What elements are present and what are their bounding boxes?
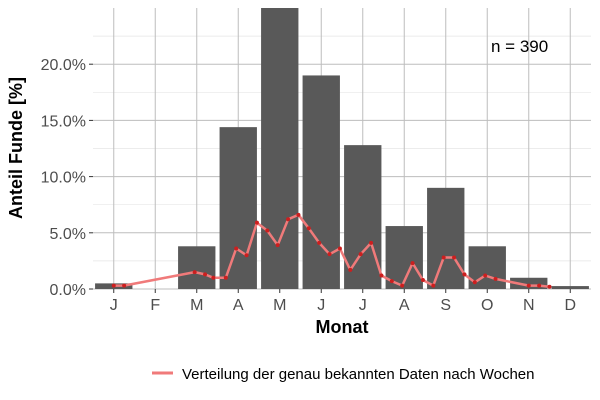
line-point-24 (420, 278, 425, 283)
line-point-4 (211, 275, 216, 280)
line-point-9 (265, 228, 270, 233)
line-point-2 (192, 270, 197, 275)
x-tick-label: N (523, 297, 535, 314)
line-point-23 (410, 261, 415, 266)
bar-11 (551, 286, 589, 289)
x-tick-label: A (233, 297, 244, 314)
legend: Verteilung der genau bekannten Daten nac… (152, 366, 535, 383)
x-tick-label: O (481, 297, 493, 314)
x-tick-label: M (190, 297, 203, 314)
line-point-10 (275, 243, 280, 248)
line-point-7 (244, 253, 249, 258)
x-tick-label: M (273, 297, 286, 314)
y-tick-label: 20.0% (41, 57, 86, 74)
line-point-14 (317, 240, 322, 245)
y-tick-label: 15.0% (41, 113, 86, 130)
x-axis-title: Monat (316, 317, 369, 337)
line-series (111, 212, 552, 289)
bar-5 (302, 75, 340, 289)
line-point-8 (254, 220, 259, 225)
bar-8 (427, 187, 465, 289)
line-point-6 (234, 246, 239, 251)
line-point-3 (203, 272, 208, 277)
bar-6 (344, 145, 382, 289)
y-tick-label: 5.0% (50, 226, 86, 243)
line-point-19 (369, 240, 374, 245)
bar-10 (510, 277, 548, 289)
line-point-0 (111, 283, 116, 288)
line-point-32 (526, 283, 531, 288)
y-tick-label: 10.0% (41, 170, 86, 187)
line-point-25 (431, 283, 436, 288)
line-point-20 (379, 273, 384, 278)
line-point-30 (483, 273, 488, 278)
line-point-27 (452, 255, 457, 260)
line-point-11 (286, 217, 291, 222)
annotation-n: n = 390 (491, 37, 548, 56)
x-tick-label: A (399, 297, 410, 314)
line-point-31 (493, 276, 498, 281)
line-point-33 (537, 283, 542, 288)
bar-4 (261, 8, 299, 289)
line-point-5 (223, 275, 228, 280)
line-point-34 (547, 284, 552, 289)
y-axis: 0.0% 5.0% 10.0% 15.0% 20.0% (41, 57, 93, 299)
line-point-28 (462, 272, 467, 277)
line-point-13 (306, 226, 311, 231)
bar-3 (219, 127, 257, 289)
line-point-22 (400, 283, 405, 288)
line-point-12 (296, 212, 301, 217)
y-tick-label: 0.0% (50, 282, 86, 299)
line-point-15 (327, 252, 332, 257)
line-point-21 (389, 279, 394, 284)
line-point-29 (472, 280, 477, 285)
x-tick-label: J (359, 297, 367, 314)
line-point-26 (441, 255, 446, 260)
x-tick-label: S (440, 297, 451, 314)
line-point-18 (358, 252, 363, 257)
y-axis-title: Anteil Funde [%] (6, 77, 26, 219)
line-point-17 (348, 267, 353, 272)
x-tick-label: J (110, 297, 118, 314)
legend-label: Verteilung der genau bekannten Daten nac… (182, 366, 535, 383)
x-tick-label: D (564, 297, 576, 314)
line-point-16 (337, 246, 342, 251)
bar-2 (178, 246, 216, 289)
x-tick-label: F (150, 297, 160, 314)
line-point-1 (122, 283, 127, 288)
x-tick-label: J (317, 297, 325, 314)
